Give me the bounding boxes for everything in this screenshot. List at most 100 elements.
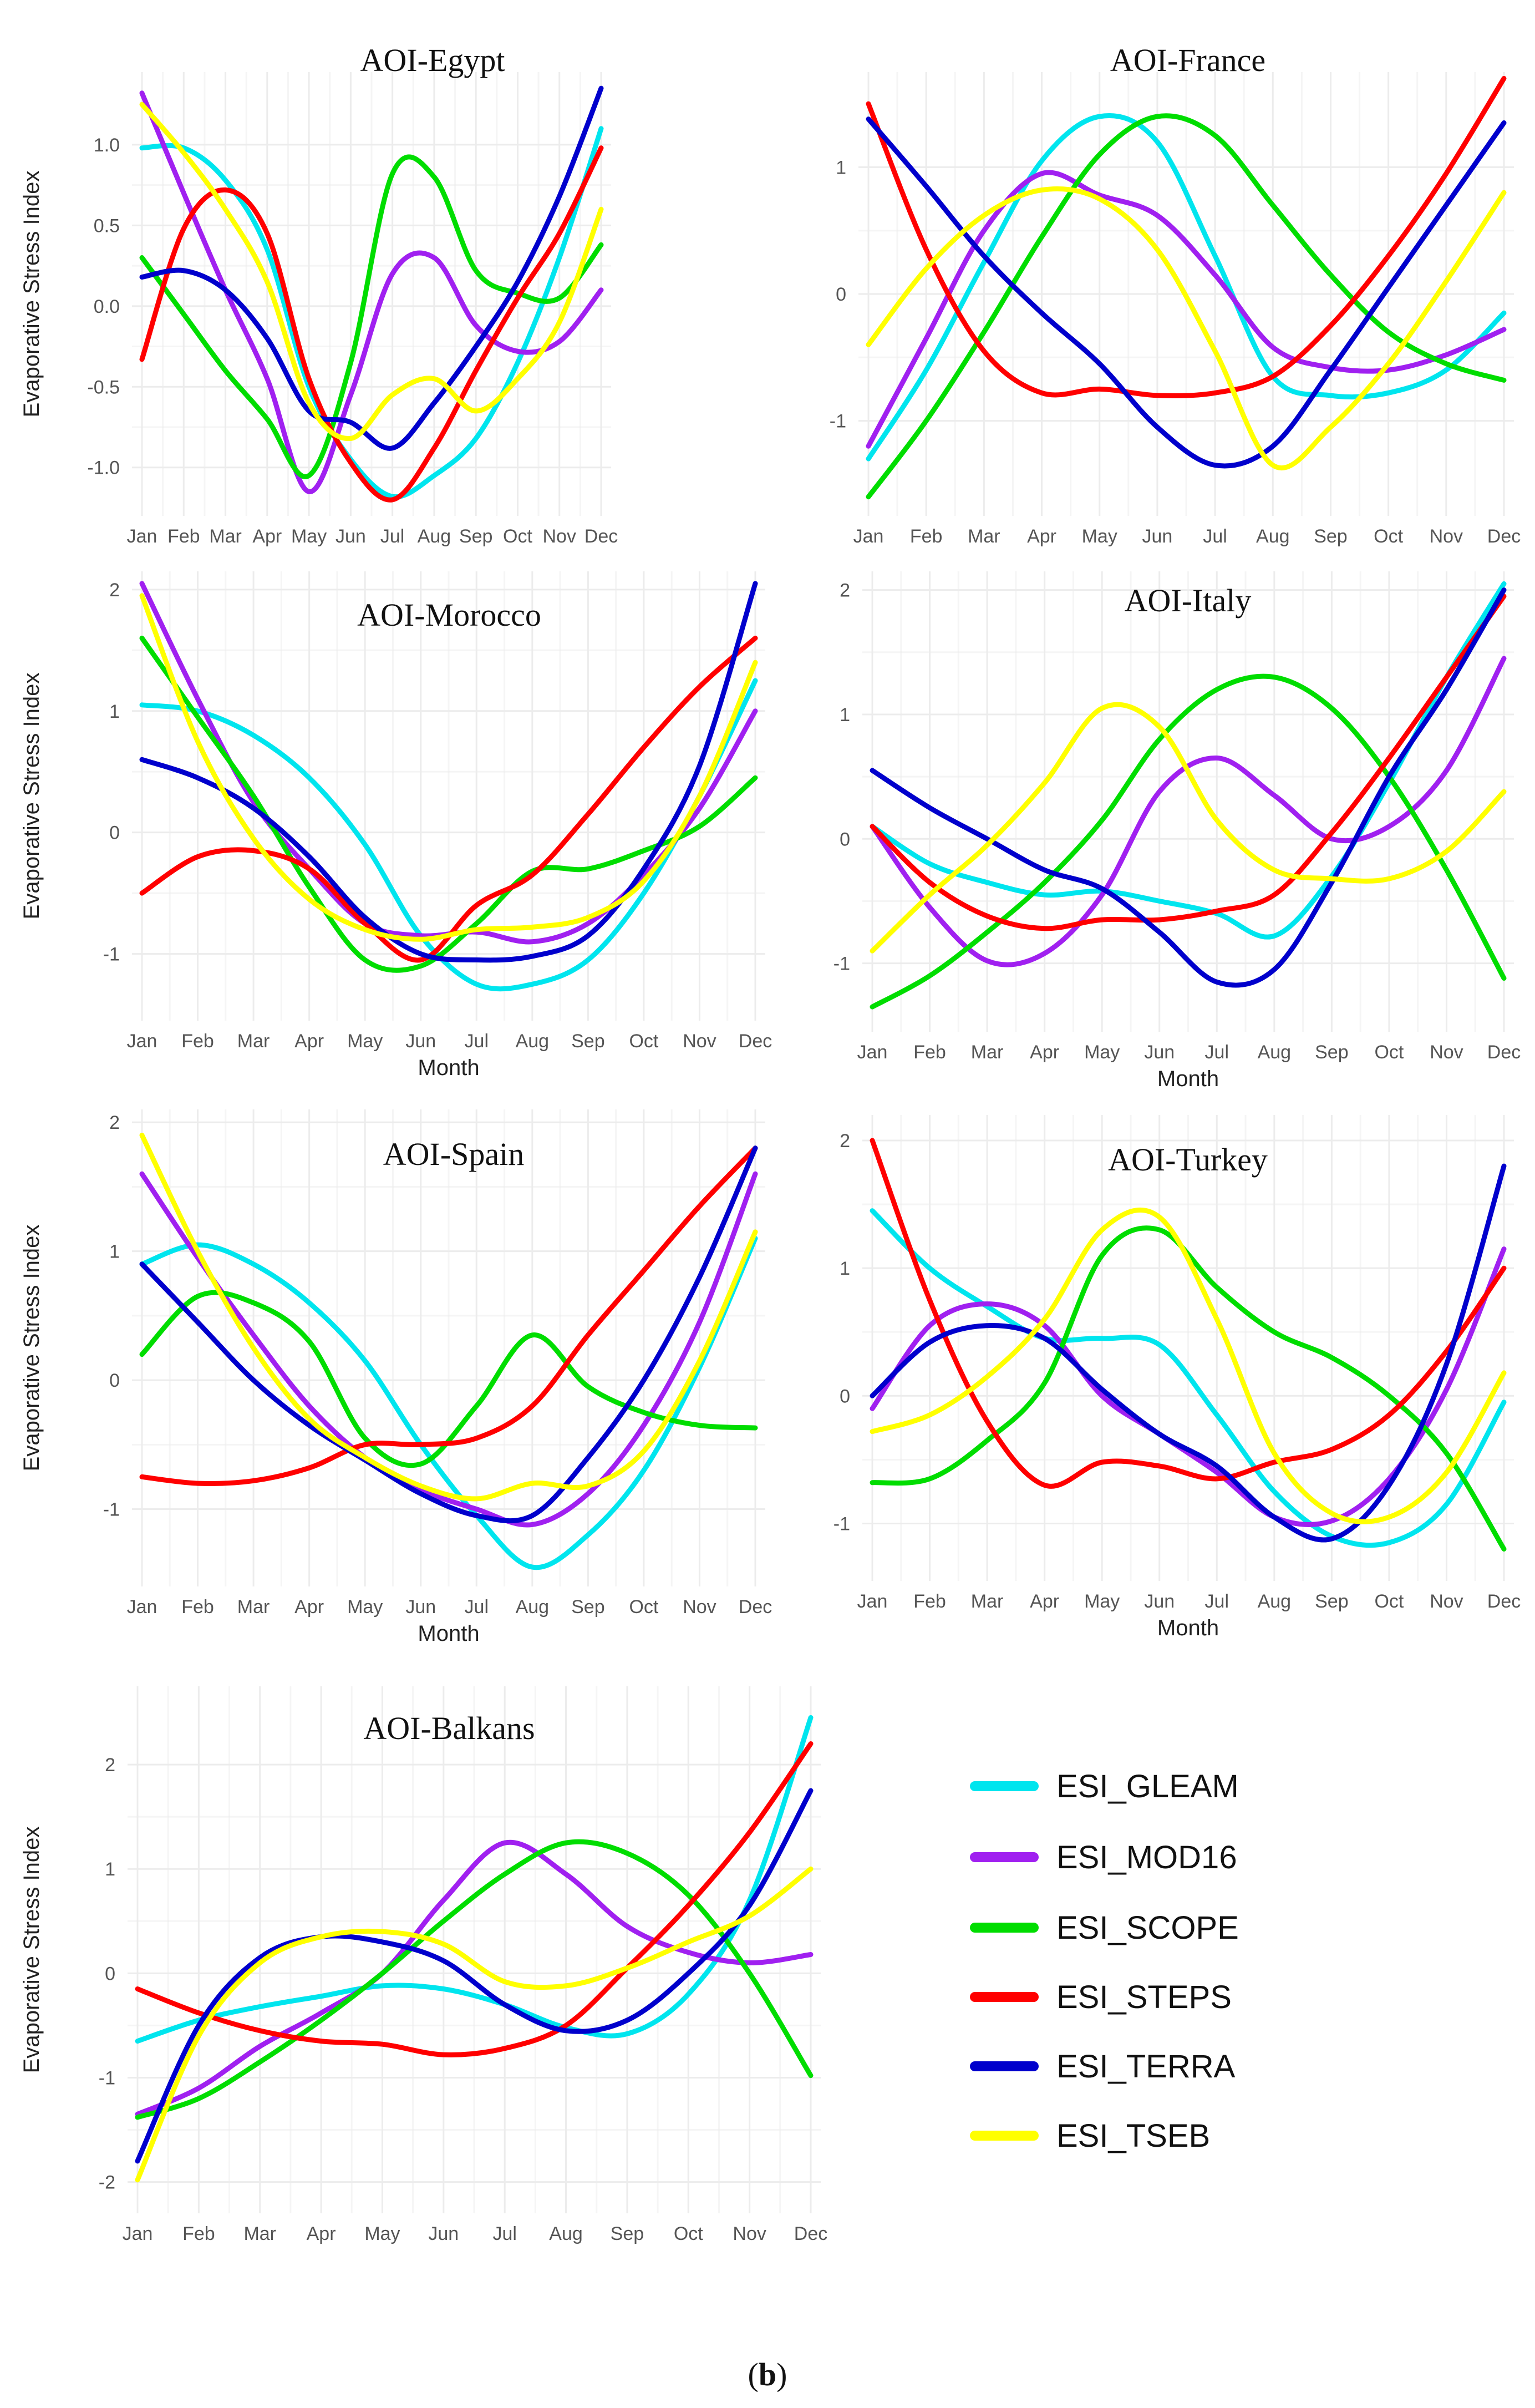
x-tick-label: Oct <box>629 1031 658 1052</box>
x-tick-label: Sep <box>1315 1042 1349 1063</box>
series-line-tseb <box>139 102 604 442</box>
series-line-gleam <box>866 113 1507 462</box>
panel-title: AOI-Turkey <box>1108 1142 1268 1178</box>
series-line-steps <box>139 145 604 503</box>
y-tick-label: 0.5 <box>94 215 120 236</box>
y-tick-label: 2 <box>840 580 850 601</box>
series-line-terra <box>870 1163 1507 1543</box>
x-tick-label: Jan <box>123 2223 153 2244</box>
panel-title: AOI-France <box>1110 42 1265 78</box>
x-tick-label: Apr <box>252 526 282 547</box>
x-tick-label: Aug <box>418 526 451 547</box>
x-tick-label: Jan <box>127 526 157 547</box>
series-line-scope <box>866 113 1507 500</box>
x-tick-label: May <box>1082 526 1117 547</box>
x-tick-label: Apr <box>294 1031 324 1052</box>
x-tick-label: Jun <box>336 526 366 547</box>
series-line-scope <box>135 1839 814 2120</box>
x-tick-label: Nov <box>733 2223 766 2244</box>
figure-caption: (b) <box>748 2356 787 2392</box>
series-line-steps <box>135 1741 814 2057</box>
y-tick-label: -1.0 <box>87 458 120 479</box>
y-tick-label: 1 <box>840 704 850 726</box>
x-tick-label: Mar <box>971 1042 1004 1063</box>
y-axis-title: Evaporative Stress Index <box>19 673 44 920</box>
x-tick-label: Jul <box>465 1596 489 1618</box>
x-tick-label: Jul <box>1205 1591 1229 1612</box>
legend-label-gleam: ESI_GLEAM <box>1056 1768 1239 1804</box>
x-tick-label: Apr <box>294 1596 324 1618</box>
series-line-mod16 <box>139 90 604 494</box>
series-line-tseb <box>139 1133 758 1502</box>
series-line-tseb <box>870 1207 1507 1524</box>
y-tick-label: 0 <box>109 823 120 844</box>
y-tick-label: -1 <box>103 944 120 965</box>
series-line-terra <box>135 1788 814 2164</box>
panel-title: AOI-Spain <box>383 1136 525 1172</box>
caption-open: ( <box>748 2356 759 2392</box>
x-tick-label: Jun <box>1144 1042 1175 1063</box>
panel-italy: Jan Feb Mar Apr May Jun Jul Aug Sep Oct Nov Dec 2 1 0 -… <box>833 571 1521 1091</box>
grid <box>132 72 611 516</box>
y-tick-label: 1 <box>109 701 120 722</box>
x-tick-label: Oct <box>674 2223 703 2244</box>
y-tick-label: 0 <box>109 1370 120 1391</box>
panel-turkey: Jan Feb Mar Apr May Jun Jul Aug Sep Oct Nov Dec 2 1 0 -… <box>833 1115 1521 1640</box>
x-tick-label: Sep <box>1315 1591 1349 1612</box>
series-line-scope <box>139 635 758 973</box>
x-axis-title: Month <box>418 1621 479 1646</box>
series-line-steps <box>870 1138 1507 1489</box>
series-line-mod16 <box>866 170 1507 449</box>
y-tick-label: 0 <box>840 1386 850 1407</box>
x-tick-label: Sep <box>571 1596 605 1618</box>
x-tick-label: Feb <box>182 2223 215 2244</box>
x-tick-label: Jul <box>492 2223 516 2244</box>
legend-label-steps: ESI_STEPS <box>1056 1979 1232 2015</box>
x-tick-label: Dec <box>739 1596 772 1618</box>
x-tick-label: Feb <box>910 526 943 547</box>
series-line-terra <box>139 1145 758 1524</box>
series-line-steps <box>866 75 1507 398</box>
panel-spain: Jan Feb Mar Apr May Jun Jul Aug Sep Oct Nov Dec 2 1 0 -… <box>19 1109 772 1646</box>
series-line-mod16 <box>139 1171 758 1528</box>
y-tick-label: 0 <box>840 829 850 850</box>
legend-label-mod16: ESI_MOD16 <box>1056 1839 1237 1875</box>
legend-label-tseb: ESI_TSEB <box>1056 2118 1210 2154</box>
x-tick-label: Mar <box>237 1596 270 1618</box>
x-tick-label: May <box>1084 1591 1120 1612</box>
x-tick-label: Feb <box>181 1031 214 1052</box>
x-tick-label: Jan <box>857 1591 888 1612</box>
x-tick-label: Feb <box>913 1591 946 1612</box>
series-line-scope <box>139 154 604 479</box>
y-axis-title: Evaporative Stress Index <box>19 1827 44 2074</box>
x-tick-label: Jun <box>1142 526 1172 547</box>
panel-title: AOI-Morocco <box>357 597 541 633</box>
series-line-steps <box>870 594 1507 931</box>
x-tick-label: Mar <box>237 1031 270 1052</box>
y-tick-label: 1 <box>109 1241 120 1263</box>
x-tick-label: May <box>1084 1042 1120 1063</box>
panel-france: Jan Feb Mar Apr May Jun Jul Aug Sep Oct Nov Dec 1 0 -1… <box>830 42 1521 547</box>
grid <box>128 1686 821 2213</box>
grid <box>132 1109 765 1586</box>
grid <box>862 1115 1514 1581</box>
panel-title: AOI-Italy <box>1125 582 1252 619</box>
x-tick-label: Mar <box>968 526 1000 547</box>
x-tick-label: Jan <box>127 1596 157 1618</box>
series-line-terra <box>139 581 758 963</box>
x-tick-label: Mar <box>971 1591 1004 1612</box>
legend-label-scope: ESI_SCOPE <box>1056 1910 1239 1946</box>
y-axis-title: Evaporative Stress Index <box>19 171 44 418</box>
x-tick-label: May <box>364 2223 400 2244</box>
series-line-terra <box>870 587 1507 988</box>
x-tick-label: May <box>347 1596 383 1618</box>
x-axis-title: Month <box>1157 1067 1219 1091</box>
series-line-tseb <box>870 702 1507 954</box>
x-tick-label: May <box>347 1031 383 1052</box>
y-tick-label: -1 <box>833 954 850 975</box>
x-tick-label: Dec <box>1487 1591 1521 1612</box>
x-tick-label: Nov <box>683 1031 716 1052</box>
x-tick-label: Aug <box>1258 1591 1292 1612</box>
series-line-scope <box>139 1290 758 1468</box>
